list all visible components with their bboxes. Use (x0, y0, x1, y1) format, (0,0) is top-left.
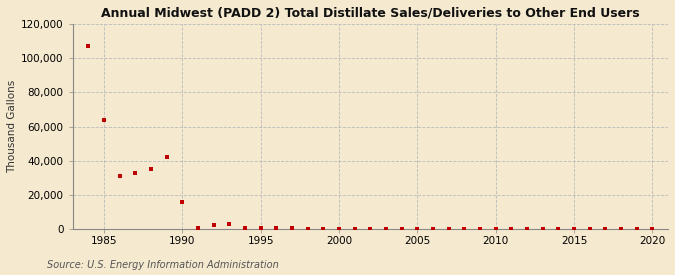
Point (224, 222, 235, 226)
Point (412, 226, 423, 231)
Point (240, 226, 250, 230)
Point (647, 226, 658, 231)
Point (506, 226, 517, 231)
Point (396, 226, 407, 231)
Point (616, 226, 626, 231)
Point (490, 226, 501, 231)
Point (130, 170, 141, 175)
Point (302, 226, 313, 231)
Point (192, 226, 203, 230)
Point (585, 226, 595, 231)
Point (161, 155, 172, 160)
Point (443, 226, 454, 231)
Point (568, 226, 579, 231)
Point (271, 226, 282, 230)
Point (255, 226, 266, 230)
Point (99, 117, 109, 122)
Point (381, 226, 392, 231)
Text: Source: U.S. Energy Information Administration: Source: U.S. Energy Information Administ… (47, 260, 279, 270)
Point (631, 226, 642, 231)
Point (177, 200, 188, 204)
Point (318, 226, 329, 231)
Point (209, 223, 219, 227)
Point (114, 174, 125, 178)
Point (365, 226, 376, 231)
Point (553, 226, 564, 231)
Point (459, 226, 470, 231)
Point (287, 226, 298, 231)
Point (522, 226, 533, 231)
Point (537, 226, 548, 231)
Point (83, 44, 94, 48)
Point (428, 226, 439, 231)
Point (600, 226, 611, 231)
Point (475, 226, 485, 231)
Point (333, 226, 344, 231)
Point (350, 226, 360, 231)
Point (146, 167, 157, 171)
Y-axis label: Thousand Gallons: Thousand Gallons (7, 80, 17, 173)
Title: Annual Midwest (PADD 2) Total Distillate Sales/Deliveries to Other End Users: Annual Midwest (PADD 2) Total Distillate… (101, 7, 640, 20)
